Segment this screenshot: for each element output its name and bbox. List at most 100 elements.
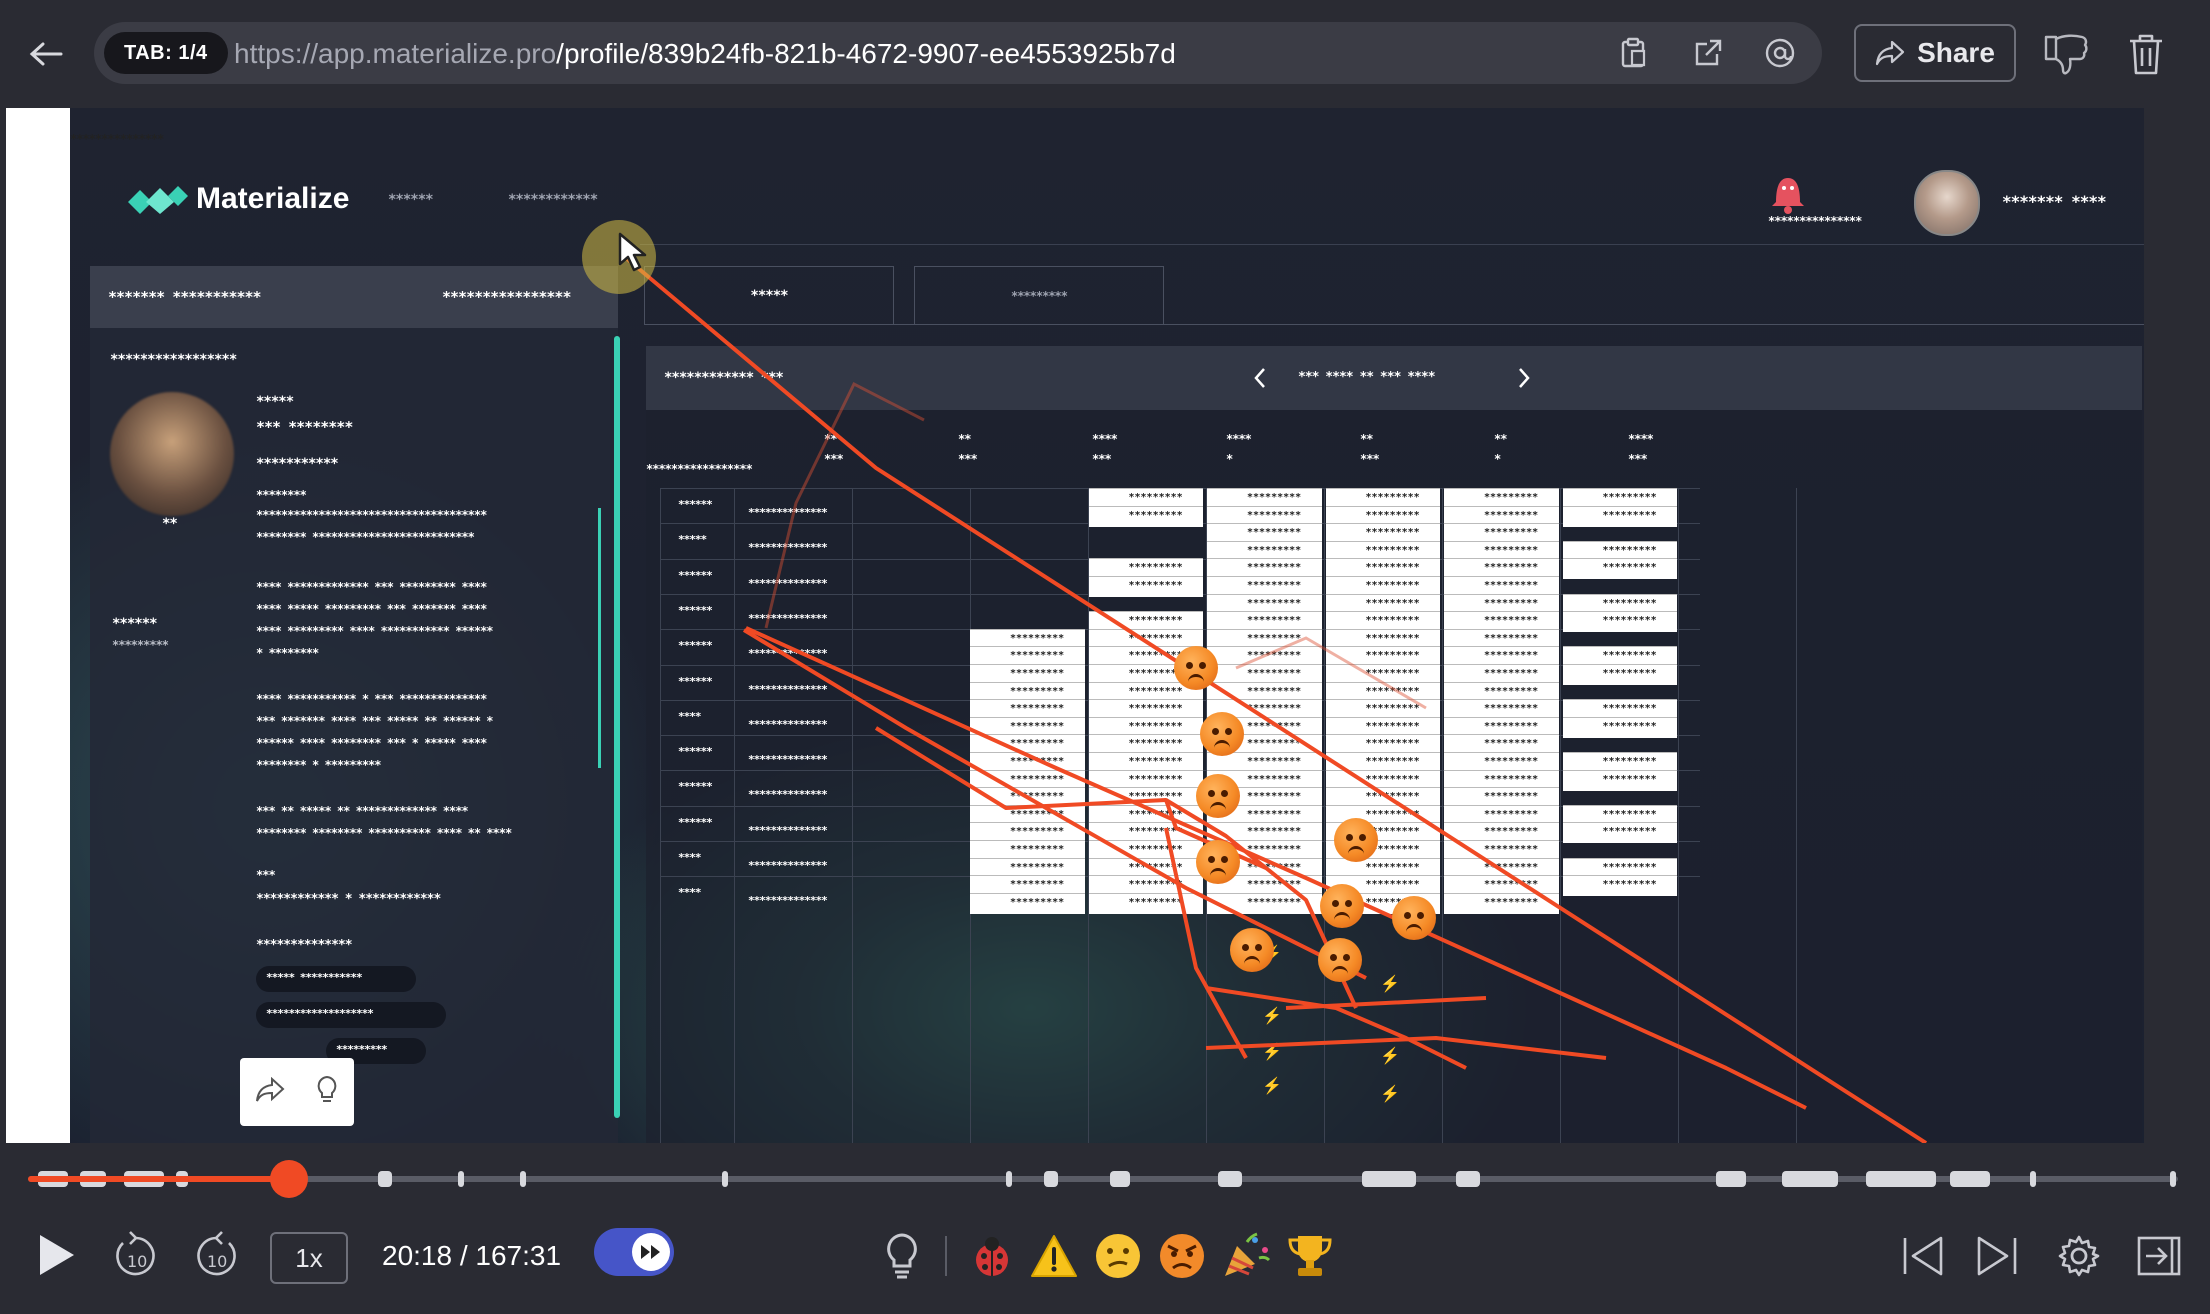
share-button[interactable]: Share (1854, 24, 2016, 82)
schedule-slot[interactable]: ********* (1562, 857, 1677, 879)
url-bar[interactable]: TAB: 1/4 https://app.materialize.pro/pro… (94, 22, 1822, 84)
schedule-slot[interactable]: ********* (1088, 734, 1203, 756)
schedule-slot[interactable]: ********* (1088, 769, 1203, 791)
next-event-icon[interactable] (1970, 1228, 2024, 1284)
schedule-slot[interactable]: ********* (1444, 593, 1559, 615)
thumbs-down-icon[interactable] (2040, 28, 2092, 80)
tag-chip[interactable]: ******************* (256, 1002, 446, 1028)
schedule-slot[interactable]: ********* (1562, 488, 1677, 509)
schedule-slot[interactable]: ********* (1207, 540, 1322, 562)
schedule-slot[interactable]: ********* (1562, 540, 1677, 562)
schedule-slot[interactable]: ********* (1444, 488, 1559, 509)
url-text[interactable]: https://app.materialize.pro/profile/839b… (234, 38, 1176, 70)
schedule-slot[interactable]: ********* (1562, 505, 1677, 527)
playback-speed-button[interactable]: 1x (270, 1232, 348, 1284)
schedule-slot[interactable]: ********* (1444, 681, 1559, 703)
angry-marker-icon[interactable] (1334, 818, 1378, 862)
schedule-slot[interactable]: ********* (1562, 716, 1677, 738)
angry-marker-icon[interactable] (1196, 774, 1240, 818)
schedule-slot[interactable]: ********* (970, 857, 1085, 879)
schedule-slot[interactable]: ********* (1207, 611, 1322, 633)
schedule-slot[interactable]: ********* (1444, 875, 1559, 897)
angry-marker-icon[interactable] (1320, 884, 1364, 928)
schedule-slot[interactable]: ********* (970, 664, 1085, 685)
angry-marker-icon[interactable] (1200, 712, 1244, 756)
schedule-slot[interactable]: ********* (1207, 576, 1322, 597)
schedule-slot[interactable]: ********* (1562, 769, 1677, 791)
schedule-slot[interactable]: ********* (1325, 611, 1440, 633)
schedule-slot[interactable]: ********* (1444, 699, 1559, 721)
schedule-slot[interactable]: ********* (1562, 752, 1677, 773)
schedule-slot[interactable]: ********* (1325, 488, 1440, 509)
schedule-slot[interactable]: ********* (1325, 646, 1440, 668)
schedule-slot[interactable]: ********* (970, 646, 1085, 668)
previous-event-icon[interactable] (1896, 1228, 1950, 1284)
tab-active[interactable]: ***** (644, 266, 894, 325)
schedule-slot[interactable]: ********* (1088, 752, 1203, 773)
schedule-slot[interactable]: ********* (1325, 540, 1440, 562)
schedule-slot[interactable]: ********* (1325, 699, 1440, 721)
exit-player-icon[interactable] (2132, 1228, 2186, 1284)
schedule-slot[interactable]: ********* (1207, 593, 1322, 615)
schedule-slot[interactable]: ********* (1562, 804, 1677, 826)
schedule-slot[interactable]: ********* (1207, 488, 1322, 509)
angry-marker-icon[interactable] (1318, 938, 1362, 982)
schedule-slot[interactable]: ********* (1088, 681, 1203, 703)
profile-scrollbar[interactable] (614, 336, 620, 1118)
schedule-slot[interactable]: ********* (1207, 892, 1322, 914)
schedule-slot[interactable]: ********* (1207, 505, 1322, 527)
timeline-event-marker[interactable] (1716, 1171, 1746, 1187)
timeline-event-marker[interactable] (2030, 1171, 2036, 1187)
lightbulb-icon[interactable] (315, 1075, 339, 1110)
trash-icon[interactable] (2120, 28, 2172, 80)
schedule-slot[interactable]: ********* (1088, 892, 1203, 914)
schedule-slot[interactable]: ********* (1088, 611, 1203, 633)
user-avatar[interactable] (1914, 170, 1980, 236)
chevron-right-icon[interactable] (1510, 364, 1538, 392)
schedule-slot[interactable]: ********* (1207, 628, 1322, 650)
schedule-slot[interactable]: ********* (970, 892, 1085, 914)
schedule-slot[interactable]: ********* (1088, 505, 1203, 527)
tag-chip[interactable]: ***** *********** (256, 966, 416, 992)
schedule-slot[interactable]: ********* (1088, 699, 1203, 721)
schedule-slot[interactable]: ********* (1325, 734, 1440, 756)
schedule-slot[interactable]: ********* (1325, 628, 1440, 650)
timeline-event-marker[interactable] (1044, 1171, 1058, 1187)
schedule-slot[interactable]: ********* (1207, 822, 1322, 844)
schedule-slot[interactable]: ********* (1444, 716, 1559, 738)
rewind-10-icon[interactable]: 10 (108, 1226, 164, 1282)
nav-item-2[interactable]: ************ (508, 192, 598, 208)
schedule-slot[interactable]: ********* (1562, 646, 1677, 668)
play-icon[interactable] (30, 1228, 84, 1282)
angry-marker-icon[interactable] (1174, 646, 1218, 690)
schedule-slot[interactable]: ********* (1444, 787, 1559, 809)
schedule-slot[interactable]: ********* (1444, 752, 1559, 773)
timeline-event-marker[interactable] (1218, 1171, 1242, 1187)
open-external-icon[interactable] (1690, 35, 1726, 71)
lightbulb-reaction-icon[interactable] (874, 1228, 930, 1284)
ladybug-icon[interactable] (964, 1228, 1020, 1284)
skip-inactivity-toggle[interactable] (594, 1228, 674, 1276)
profile-card-link[interactable]: **************** (442, 288, 571, 306)
timeline-event-marker[interactable] (1866, 1171, 1936, 1187)
schedule-slot[interactable]: ********* (1207, 664, 1322, 685)
schedule-slot[interactable]: ********* (1444, 646, 1559, 668)
schedule-slot[interactable]: ********* (1325, 576, 1440, 597)
schedule-slot[interactable]: ********* (1562, 593, 1677, 615)
schedule-slot[interactable]: ********* (970, 716, 1085, 738)
schedule-slot[interactable]: ********* (970, 822, 1085, 844)
schedule-slot[interactable]: ********* (1207, 752, 1322, 773)
schedule-slot[interactable]: ********* (1325, 681, 1440, 703)
schedule-slot[interactable]: ********* (970, 769, 1085, 791)
schedule-slot[interactable]: ********* (970, 875, 1085, 897)
schedule-slot[interactable]: ********* (1562, 875, 1677, 897)
schedule-slot[interactable]: ********* (1325, 787, 1440, 809)
schedule-slot[interactable]: ********* (1325, 523, 1440, 545)
chevron-left-icon[interactable] (1246, 364, 1274, 392)
schedule-slot[interactable]: ********* (1325, 857, 1440, 879)
schedule-slot[interactable]: ********* (970, 699, 1085, 721)
warning-icon[interactable] (1026, 1228, 1082, 1284)
trophy-icon[interactable] (1282, 1228, 1338, 1284)
schedule-slot[interactable]: ********* (1562, 558, 1677, 580)
angry-face-icon[interactable] (1154, 1228, 1210, 1284)
